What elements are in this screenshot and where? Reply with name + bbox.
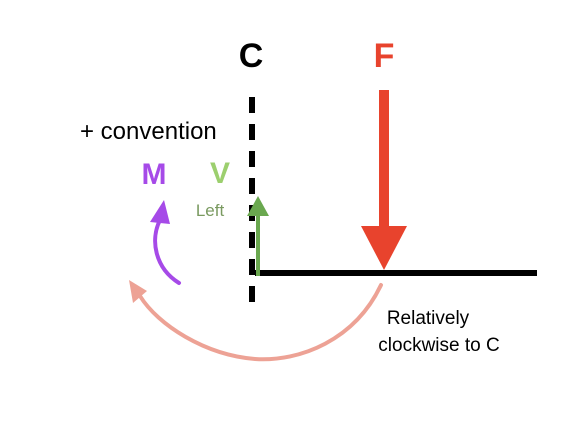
section-label-c: C [239,37,264,75]
shear-direction-label: Left [196,201,225,220]
force-label-f: F [374,37,395,75]
moment-label-m: M [142,158,167,191]
moment-arrow [150,200,181,285]
shear-label-v: V [210,157,230,190]
shear-arrow [247,196,269,276]
clockwise-arc-arrow [129,280,383,362]
note-line-1: Relatively [387,308,470,329]
force-arrow [361,90,407,270]
note-line-2: clockwise to C [378,335,499,356]
convention-label: + convention [80,118,217,145]
